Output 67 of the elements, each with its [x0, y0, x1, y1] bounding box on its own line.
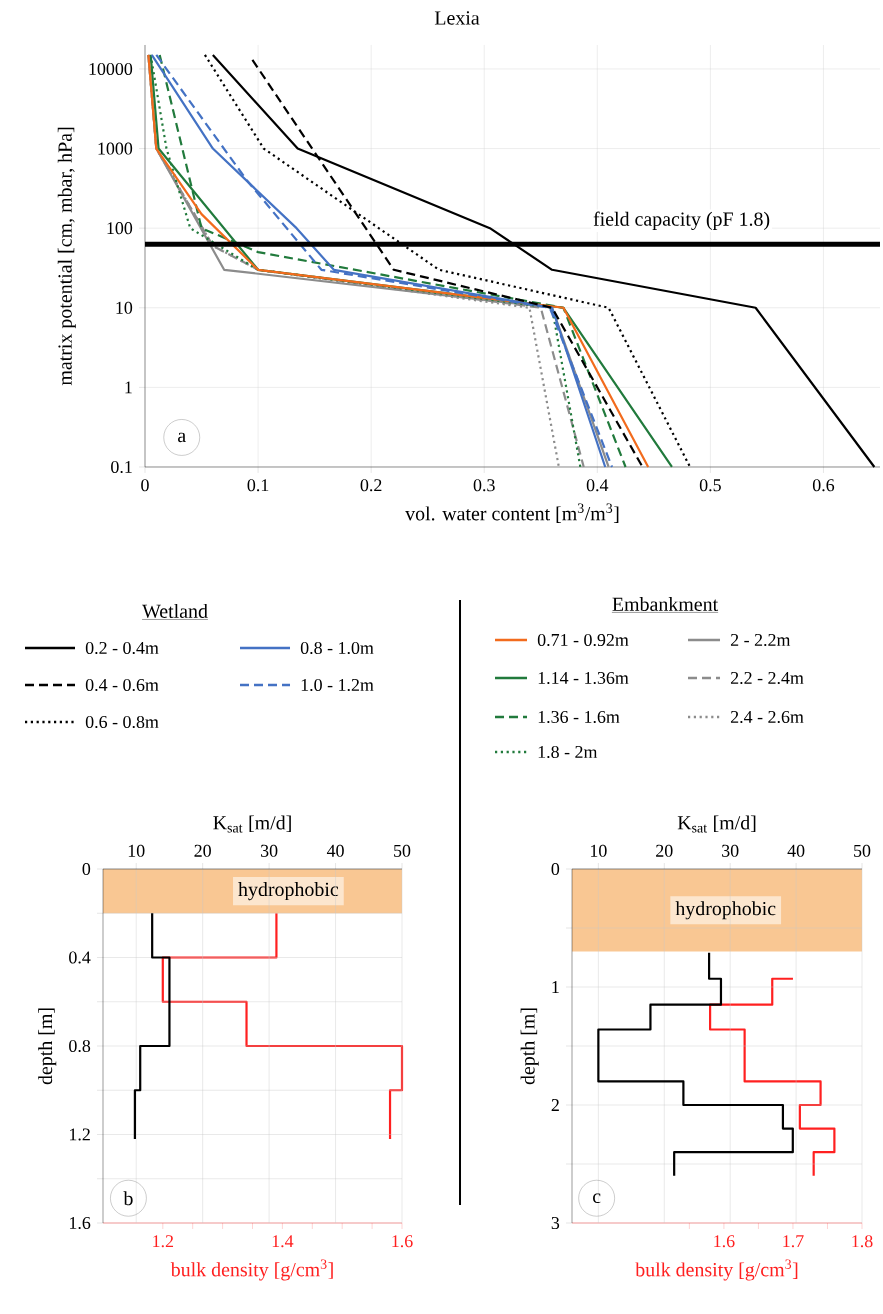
x-axis-title: vol. water content [m$^{3}$/m$^{3}$] [405, 503, 619, 523]
y-tick-label: 1000 [98, 142, 133, 155]
y-tick-label: 0 [82, 862, 91, 876]
x-tick-label: 0.4 [586, 479, 609, 492]
x2-tick-label: 20 [194, 844, 211, 857]
annotation: a [178, 432, 186, 443]
legend-label: 1.36 - 1.6m [538, 710, 620, 724]
x-tick-label: 1.6 [714, 1235, 735, 1248]
x2-tick-label: 40 [326, 844, 344, 857]
x-tick-label: 1.2 [153, 1235, 174, 1248]
band-label: hydrophobic [238, 882, 339, 901]
x-tick-label: 0.1 [247, 479, 269, 492]
x2-axis-title: K$_{sat}$ [m/d] [213, 815, 291, 833]
legend-label: 1.14 - 1.36m [538, 671, 629, 685]
y-axis-title: depth [m] [520, 1008, 539, 1085]
x2-tick-label: 10 [590, 844, 607, 857]
y-tick-label: 0.4 [69, 951, 91, 964]
legend-label: 2.4 - 2.6m [730, 710, 804, 724]
legend-label: 2 - 2.2m [730, 633, 791, 647]
y-axis-title: matrix potential [cm, mbar, hPa] [57, 127, 76, 386]
x-tick-label: 1.4 [272, 1235, 294, 1248]
legend-label: 1.0 - 1.2m [301, 678, 374, 692]
x2-axis-title: K$_{sat}$ [m/d] [677, 815, 756, 833]
ref-line-label: field capacity (pF 1.8) [593, 211, 770, 230]
x2-tick-label: 50 [394, 844, 411, 857]
x2-tick-label: 50 [854, 844, 871, 857]
legend-label: 0.6 - 0.8m [85, 715, 159, 729]
legend-label: 2.2 - 2.4m [730, 671, 804, 685]
y-tick-label: 10000 [89, 62, 133, 75]
y-tick-label: 1 [125, 381, 132, 394]
x-tick-label: 0.5 [699, 479, 721, 492]
x-tick-label: 0.6 [812, 479, 835, 492]
legend-label: 1.8 - 2m [538, 745, 598, 759]
chart-title: Embankment [612, 596, 719, 611]
x-tick-label: 1.7 [783, 1235, 804, 1248]
legend-label: 0.2 - 0.4m [85, 641, 159, 655]
x-tick-label: 1.6 [392, 1235, 413, 1248]
y-tick-label: 2 [551, 1099, 559, 1111]
y-tick-label: 1.2 [69, 1128, 90, 1141]
x-tick-label: 0.3 [473, 479, 495, 492]
x-axis-title: bulk density [g/cm$^{3}$] [170, 1259, 333, 1281]
legend-label: 0.71 - 0.92m [537, 633, 629, 647]
chart-title: Lexia [434, 11, 480, 25]
chart-title: Wetland [142, 603, 208, 619]
y-tick-label: 0.1 [111, 460, 132, 474]
y-tick-label: 0 [551, 862, 560, 876]
y-tick-label: 100 [107, 222, 133, 235]
y-tick-label: 0.8 [69, 1039, 91, 1053]
y-tick-label: 3 [551, 1216, 560, 1230]
y-axis-title: depth [m] [38, 1008, 57, 1085]
x2-tick-label: 10 [128, 844, 145, 857]
band-label: hydrophobic [675, 901, 776, 920]
x-axis-title: bulk density [g/cm$^{3}$] [635, 1259, 798, 1281]
y-tick-label: 1.6 [69, 1216, 91, 1230]
x2-tick-label: 20 [656, 844, 673, 857]
y-tick-label: 1 [552, 981, 559, 993]
x2-tick-label: 30 [722, 844, 739, 857]
x-tick-label: 0 [141, 479, 149, 492]
x2-tick-label: 30 [261, 844, 278, 857]
legend-label: 0.4 - 0.6m [85, 678, 159, 692]
legend-label: 0.8 - 1.0m [300, 641, 374, 655]
annotation: c [593, 1193, 601, 1204]
annotation: b [123, 1191, 133, 1206]
x-tick-label: 0.2 [360, 479, 382, 492]
x2-tick-label: 40 [787, 844, 805, 857]
x-tick-label: 1.8 [852, 1235, 873, 1248]
y-tick-label: 10 [116, 301, 133, 314]
